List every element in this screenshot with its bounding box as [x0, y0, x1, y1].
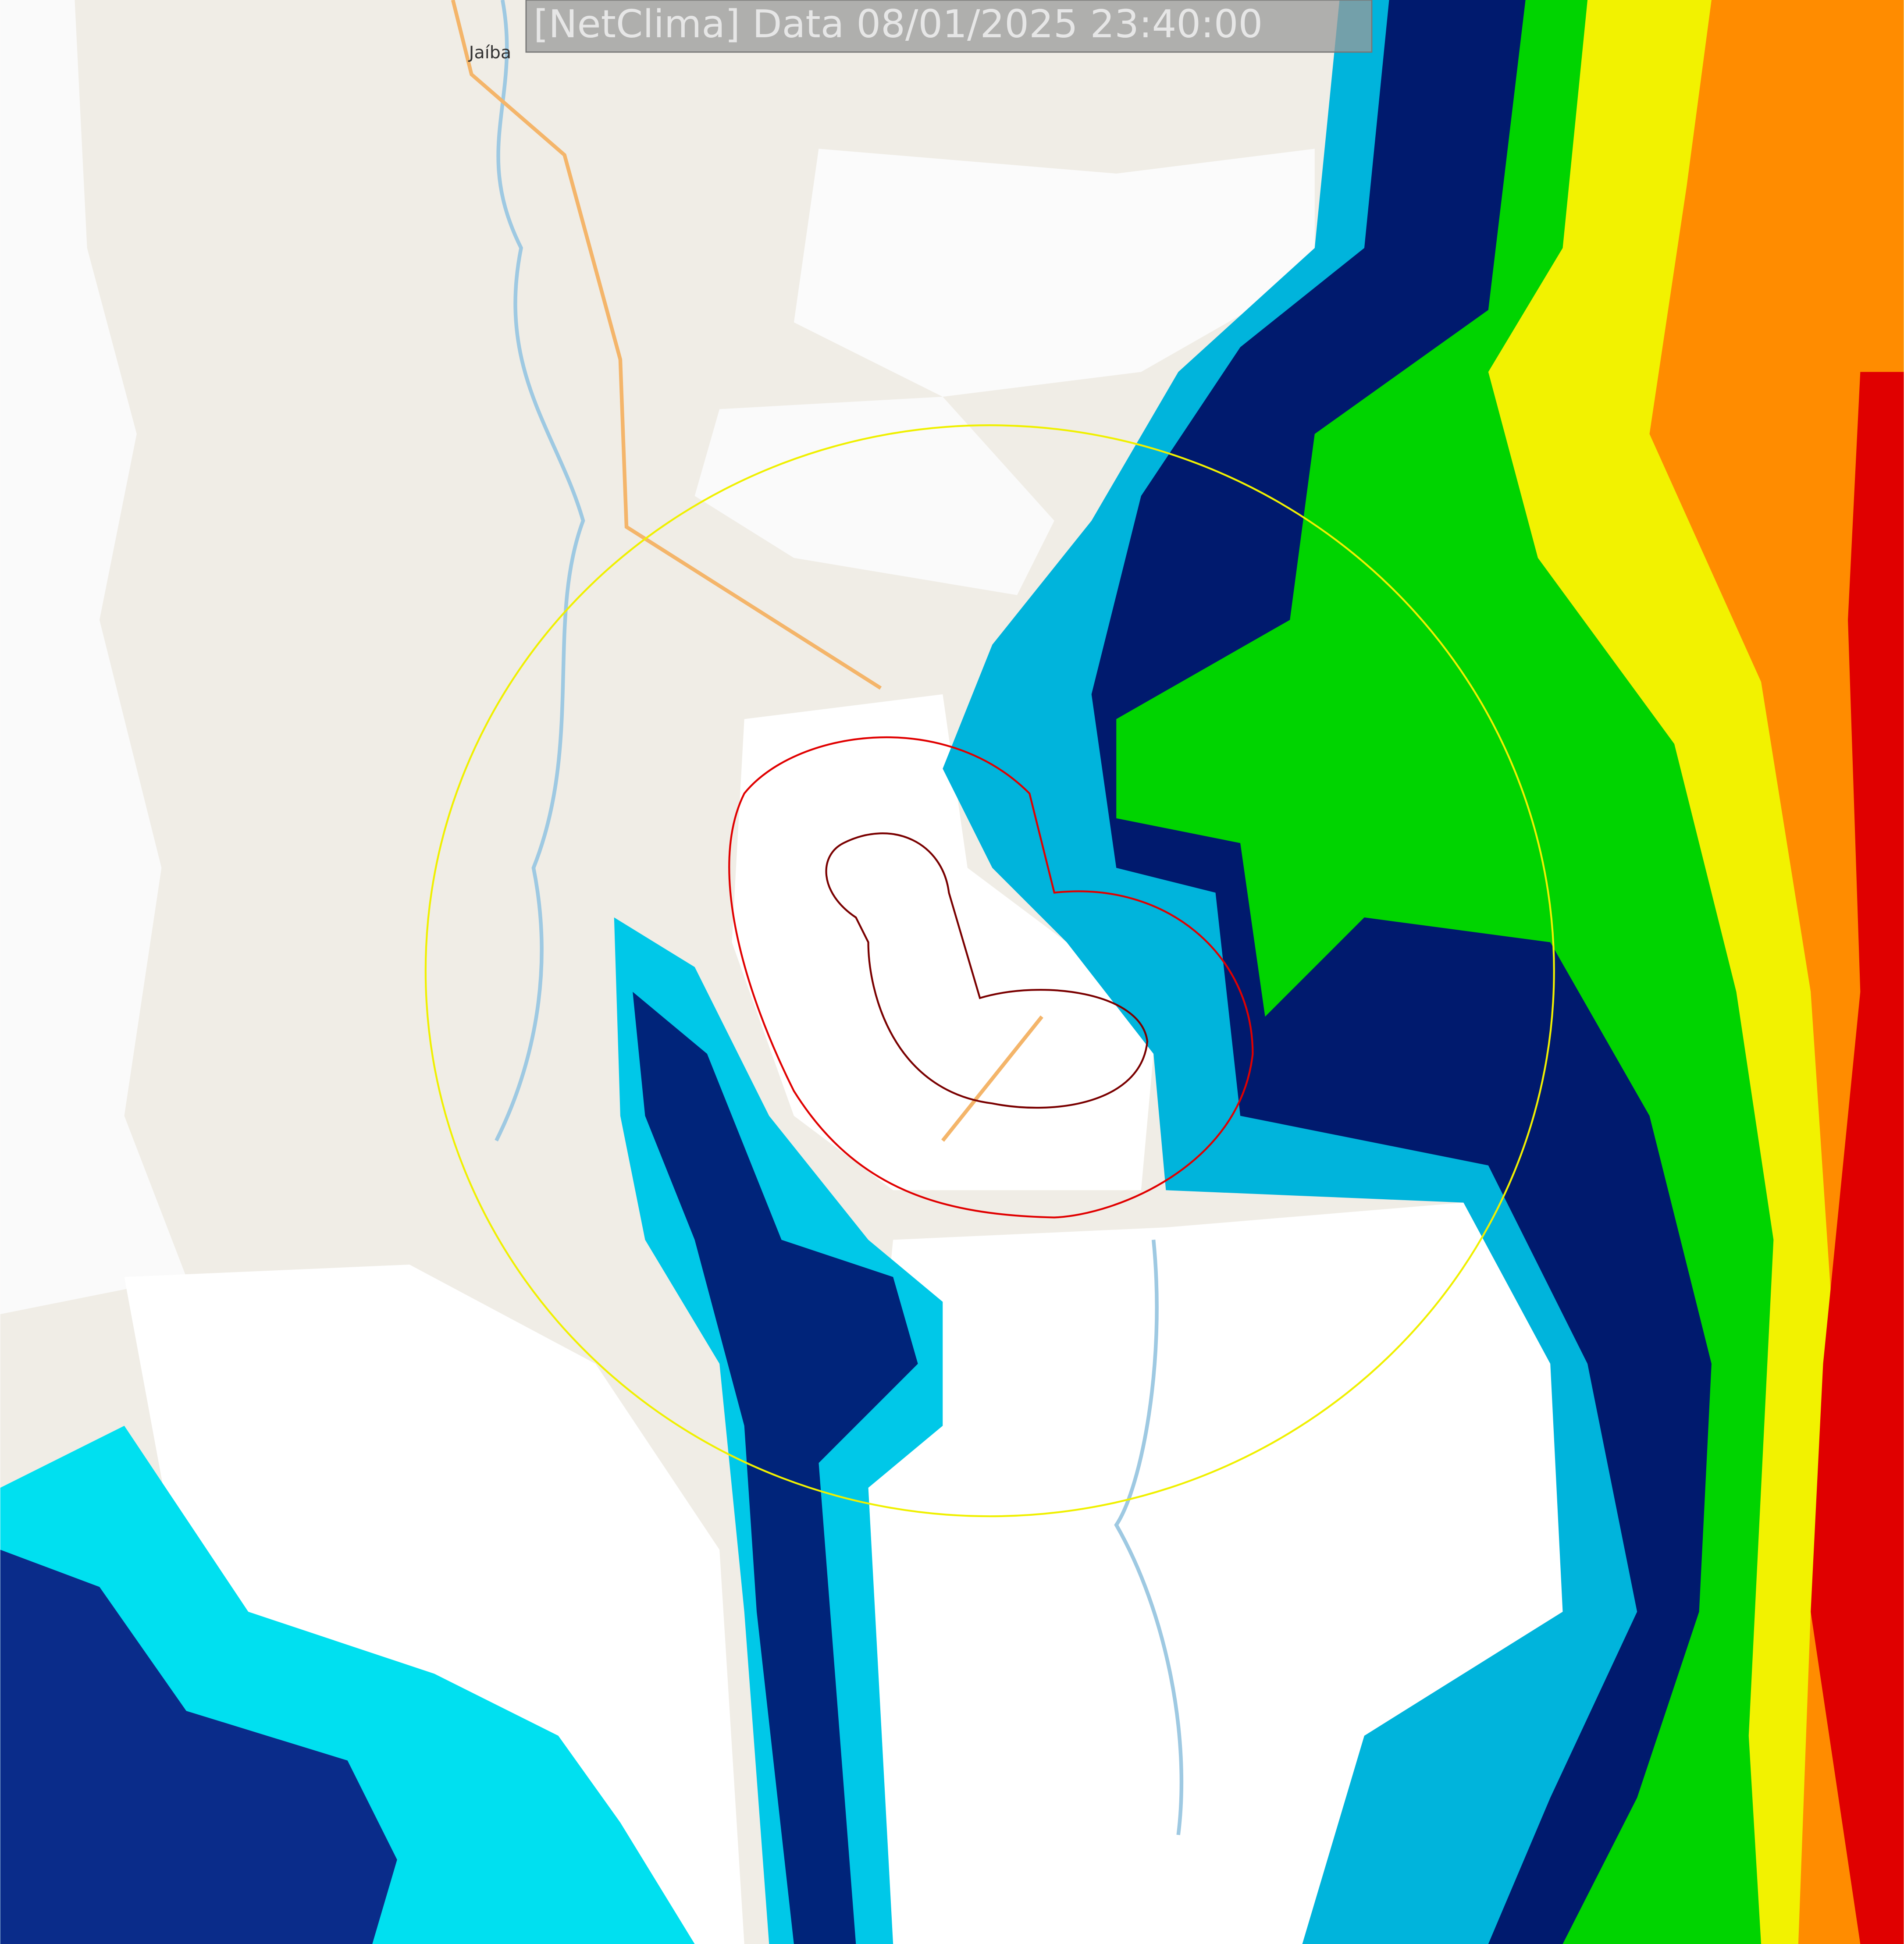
place-label: Jaíba — [468, 43, 511, 63]
river — [1114, 1240, 1184, 1835]
cloud-area — [868, 1202, 1575, 1944]
alert-contour — [825, 832, 1149, 1109]
cloud-area — [694, 397, 1054, 595]
warning-contour — [728, 736, 1254, 1219]
radar-echo — [0, 1550, 397, 1944]
radar-echo — [633, 992, 918, 1944]
cloud-area — [0, 0, 186, 1315]
cloud-area — [732, 694, 1154, 1191]
road — [941, 1015, 1043, 1142]
road — [451, 0, 882, 690]
radar-echo — [1811, 372, 1904, 1944]
range-ring — [424, 424, 1555, 1518]
title-box — [525, 0, 1373, 53]
river — [495, 0, 585, 1142]
title: [NetClima] Data 08/01/2025 23:40:00 — [534, 2, 1263, 46]
cloud-area — [794, 149, 1315, 397]
